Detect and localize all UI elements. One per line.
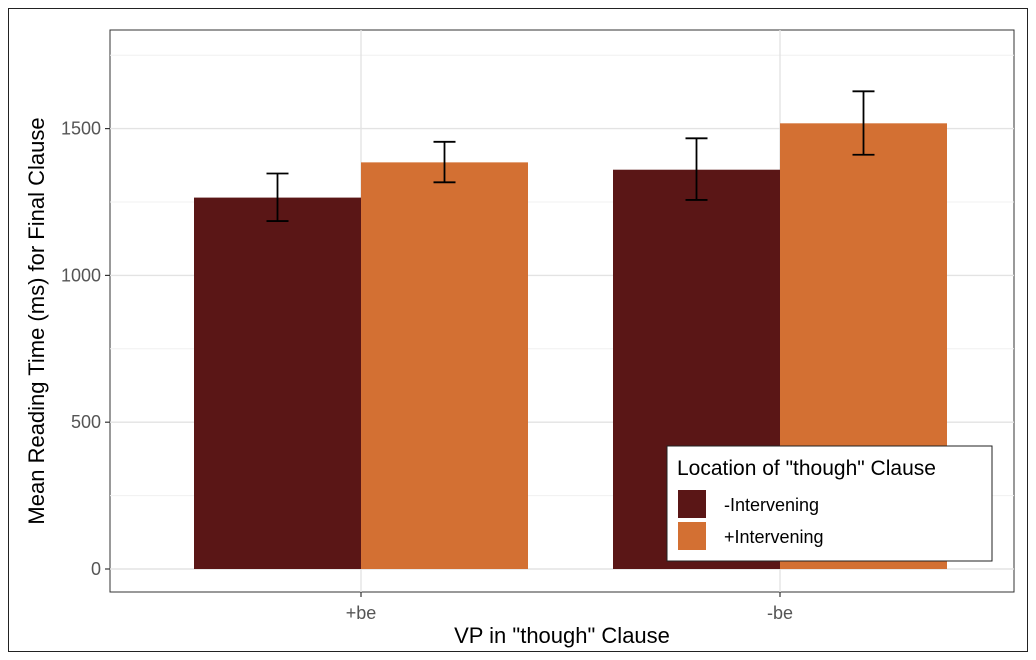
legend-swatch-intervening-minus: [678, 490, 706, 518]
bar: [194, 197, 361, 569]
y-tick-label: 1000: [61, 265, 101, 285]
x-axis-title: VP in "though" Clause: [454, 623, 670, 648]
bar: [361, 162, 528, 569]
legend-label-intervening-minus: -Intervening: [724, 495, 819, 515]
x-axis: +be -be: [346, 592, 793, 623]
legend-box: [666, 445, 993, 562]
bars-group: [194, 123, 947, 570]
legend-label-intervening-plus: +Intervening: [724, 527, 824, 547]
y-axis-title: Mean Reading Time (ms) for Final Clause: [24, 117, 49, 524]
y-tick-label: 0: [91, 559, 101, 579]
x-tick-label: +be: [346, 603, 377, 623]
y-axis: 0 500 1000 1500: [61, 119, 110, 579]
legend-swatch-intervening-plus: [678, 522, 706, 550]
x-tick-label: -be: [767, 603, 793, 623]
y-tick-label: 1500: [61, 119, 101, 139]
error-bars-group: [266, 90, 875, 222]
y-tick-label: 500: [71, 412, 101, 432]
legend-title: Location of "though" Clause: [677, 457, 936, 480]
figure-frame: [8, 8, 1028, 652]
legend: Location of "though" Clause -Intervening…: [666, 445, 993, 562]
